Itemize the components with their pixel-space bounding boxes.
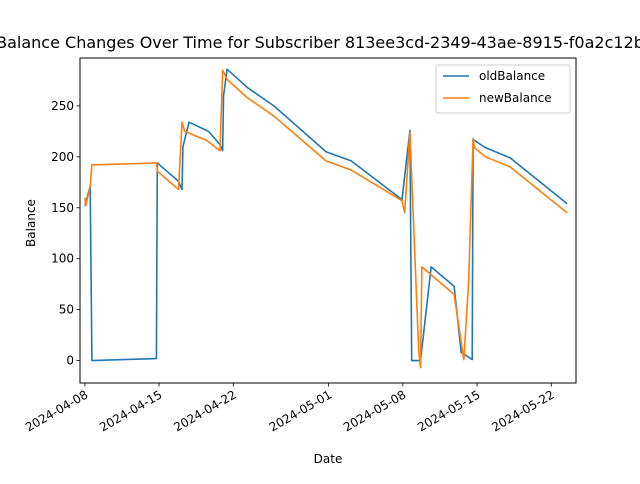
y-tick-label: 250 — [51, 99, 74, 113]
x-tick-label: 2024-05-22 — [489, 387, 556, 434]
chart-legend: oldBalance newBalance — [435, 64, 571, 114]
y-tick-label: 200 — [51, 150, 74, 164]
x-axis-label: Date — [314, 452, 343, 466]
x-axis-ticks: 2024-04-08 2024-04-15 2024-04-22 2024-05-01… — [23, 383, 557, 434]
x-tick-label: 2024-04-08 — [23, 387, 90, 434]
y-axis-ticks: 0 50 100 150 200 250 — [51, 99, 80, 368]
y-tick-label: 150 — [51, 201, 74, 215]
x-tick-label: 2024-04-22 — [171, 387, 238, 434]
series-layer — [84, 68, 568, 369]
x-tick-label: 2024-05-08 — [341, 387, 408, 434]
series-line-newBalance — [84, 69, 568, 369]
legend-box — [435, 64, 571, 114]
x-tick-label: 2024-04-15 — [97, 387, 164, 434]
y-axis-label: Balance — [24, 199, 38, 247]
x-tick-label: 2024-05-15 — [415, 387, 482, 434]
x-tick-label: 2024-05-01 — [267, 387, 334, 434]
chart-title: Balance Changes Over Time for Subscriber… — [0, 33, 640, 52]
legend-label: newBalance — [479, 91, 552, 105]
legend-label: oldBalance — [479, 69, 545, 83]
y-tick-label: 0 — [66, 354, 74, 368]
y-tick-label: 100 — [51, 252, 74, 266]
y-tick-label: 50 — [59, 303, 74, 317]
